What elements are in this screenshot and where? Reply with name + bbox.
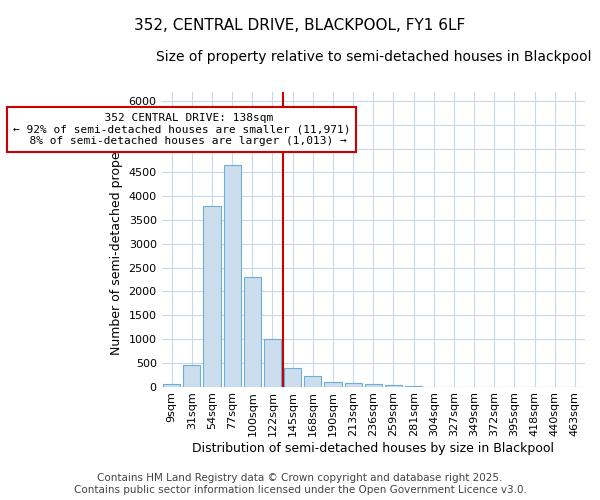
Bar [304,376,322,386]
Bar [163,384,180,386]
Bar [385,385,402,386]
Y-axis label: Number of semi-detached properties: Number of semi-detached properties [110,124,123,355]
X-axis label: Distribution of semi-detached houses by size in Blackpool: Distribution of semi-detached houses by … [193,442,554,455]
Title: Size of property relative to semi-detached houses in Blackpool: Size of property relative to semi-detach… [155,50,591,64]
Bar [244,277,261,386]
Bar [344,383,362,386]
Bar [183,365,200,386]
Bar [284,368,301,386]
Bar [264,339,281,386]
Bar [203,206,221,386]
Text: 352, CENTRAL DRIVE, BLACKPOOL, FY1 6LF: 352, CENTRAL DRIVE, BLACKPOOL, FY1 6LF [134,18,466,32]
Text: Contains HM Land Registry data © Crown copyright and database right 2025.
Contai: Contains HM Land Registry data © Crown c… [74,474,526,495]
Bar [224,166,241,386]
Bar [365,384,382,386]
Text: 352 CENTRAL DRIVE: 138sqm
← 92% of semi-detached houses are smaller (11,971)
  8: 352 CENTRAL DRIVE: 138sqm ← 92% of semi-… [13,113,350,146]
Bar [325,382,341,386]
